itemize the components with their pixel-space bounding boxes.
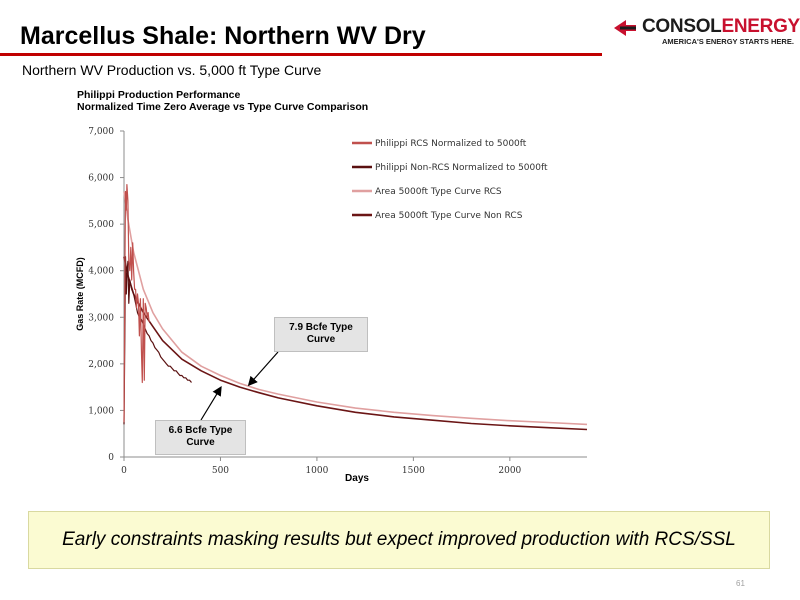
series-line-1 bbox=[123, 184, 150, 423]
chart-legend: Philippi RCS Normalized to 5000ft Philipp… bbox=[352, 139, 548, 221]
annotation-arrows bbox=[200, 351, 279, 421]
logo-name-part2: ENERGY bbox=[721, 16, 800, 37]
arrow-7-9-bcfe bbox=[247, 351, 279, 387]
legend-entry-4: Area 5000ft Type Curve Non RCS bbox=[375, 211, 523, 221]
page-number: 61 bbox=[736, 579, 745, 588]
y-axis-label: Gas Rate (MCFD) bbox=[75, 257, 85, 331]
y-tick-label: 4,000 bbox=[88, 267, 114, 277]
y-tick-label: 1,000 bbox=[88, 406, 114, 416]
production-chart: 0 1,000 2,000 3,000 4,000 5,000 6,000 7,000 0 500… bbox=[75, 127, 588, 484]
y-tick-label: 2,000 bbox=[88, 360, 114, 370]
x-tick-label: 500 bbox=[212, 466, 229, 476]
series-line-3 bbox=[123, 191, 588, 426]
callout-6-6-bcfe: 6.6 Bcfe Type Curve bbox=[155, 420, 246, 455]
logo-name: CONSOLENERGY bbox=[642, 16, 800, 38]
arrow-6-6-bcfe bbox=[200, 386, 222, 421]
x-axis-label: Days bbox=[345, 473, 369, 484]
logo-tagline: AMERICA'S ENERGY STARTS HERE. bbox=[662, 37, 794, 46]
legend-entry-1: Philippi RCS Normalized to 5000ft bbox=[375, 139, 527, 149]
company-logo: CONSOLENERGY AMERICA'S ENERGY STARTS HER… bbox=[610, 16, 800, 46]
y-tick-label: 0 bbox=[108, 453, 114, 463]
y-tick-label: 6,000 bbox=[88, 174, 114, 184]
chart-title-line-1: Philippi Production Performance bbox=[77, 89, 241, 101]
legend-entry-3: Area 5000ft Type Curve RCS bbox=[375, 187, 502, 197]
legend-entry-2: Philippi Non-RCS Normalized to 5000ft bbox=[375, 163, 548, 173]
callout-6-6-line-1: 6.6 Bcfe Type bbox=[168, 425, 233, 436]
x-tick-label: 1000 bbox=[305, 466, 328, 476]
x-tick-label: 0 bbox=[121, 466, 127, 476]
chart-series bbox=[123, 184, 588, 431]
slide-title: Marcellus Shale: Northern WV Dry bbox=[20, 22, 426, 50]
chart-title: Philippi Production Performance Normaliz… bbox=[77, 89, 368, 113]
x-tick-label: 2000 bbox=[498, 466, 521, 476]
chart-axes: 0 1,000 2,000 3,000 4,000 5,000 6,000 7,000 0 500… bbox=[75, 127, 587, 484]
y-tick-label: 7,000 bbox=[88, 127, 114, 137]
series-line-2 bbox=[123, 256, 192, 425]
y-tick-label: 3,000 bbox=[88, 313, 114, 323]
takeaway-box: Early constraints masking results but ex… bbox=[28, 511, 770, 569]
logo-mark-icon bbox=[614, 20, 636, 36]
callout-6-6-line-2: Curve bbox=[186, 437, 215, 448]
title-underline bbox=[0, 53, 602, 56]
y-tick-label: 5,000 bbox=[88, 220, 114, 230]
callout-7-9-bcfe: 7.9 Bcfe Type Curve bbox=[274, 317, 368, 352]
takeaway-text: Early constraints masking results but ex… bbox=[62, 529, 736, 550]
callout-7-9-line-2: Curve bbox=[306, 334, 336, 345]
x-tick-label: 1500 bbox=[402, 466, 425, 476]
slide-subtitle: Northern WV Production vs. 5,000 ft Type… bbox=[22, 62, 322, 78]
logo-name-part1: CONSOL bbox=[642, 16, 722, 37]
chart-title-line-2: Normalized Time Zero Average vs Type Cur… bbox=[77, 101, 369, 113]
callout-7-9-line-1: 7.9 Bcfe Type bbox=[289, 322, 353, 333]
